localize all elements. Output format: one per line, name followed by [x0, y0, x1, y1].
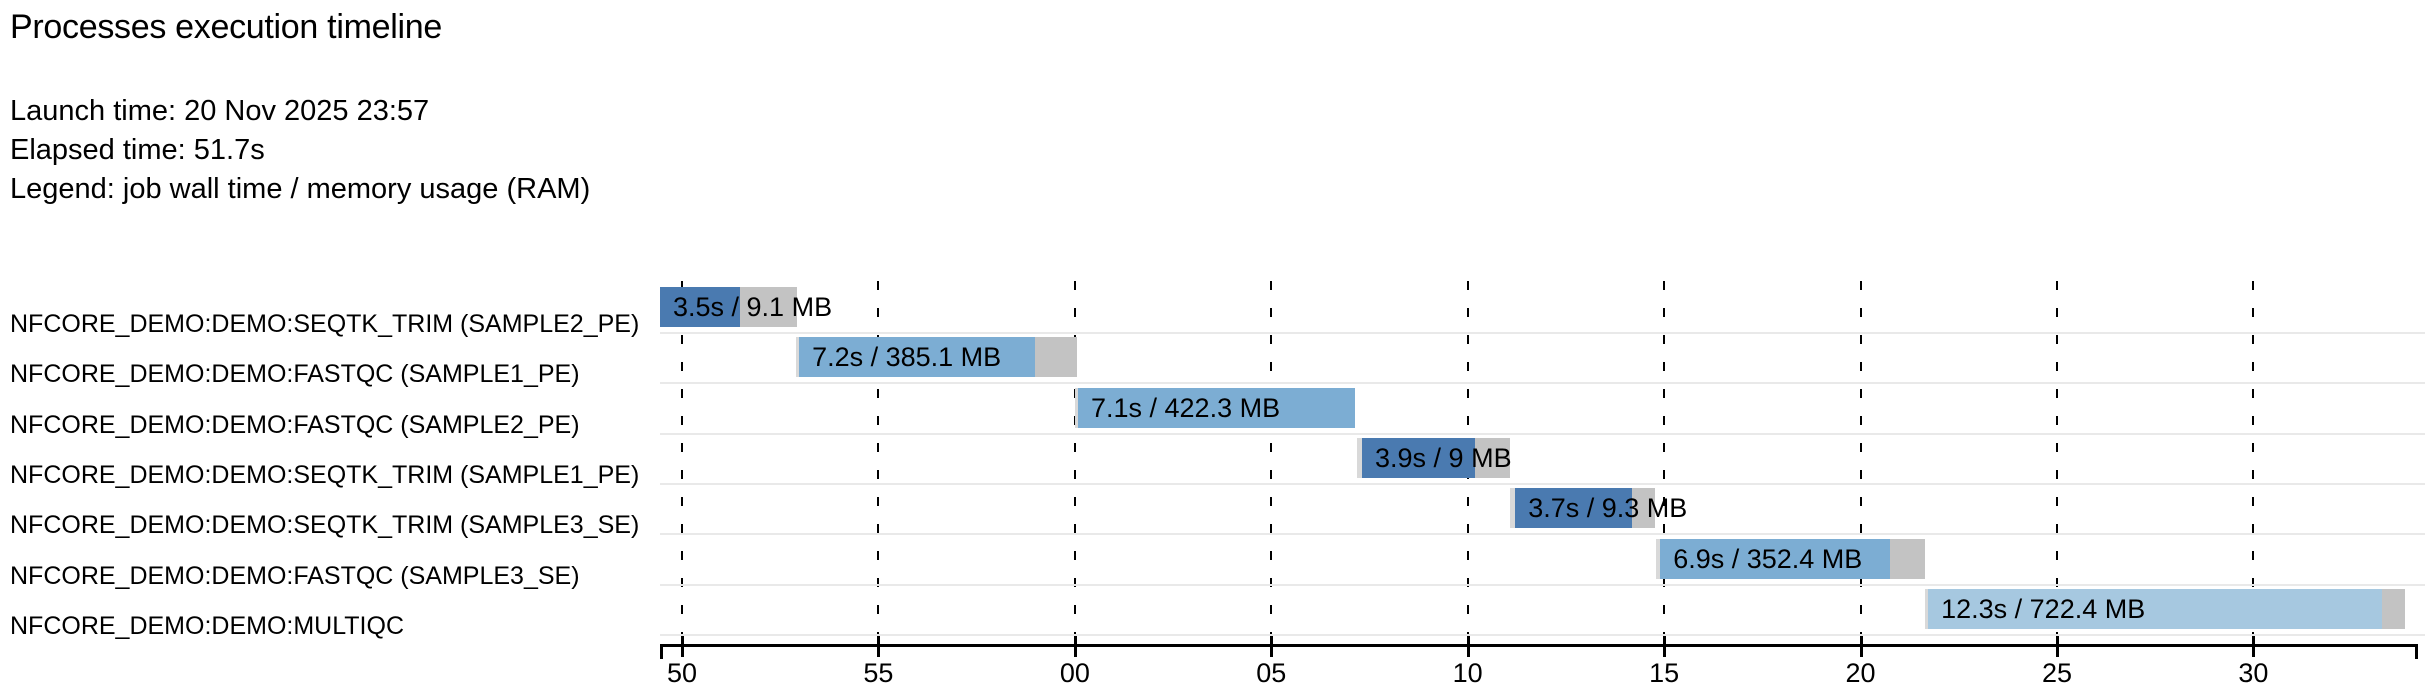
row-separator — [660, 432, 2425, 435]
task-bar-submit-segment — [1656, 538, 1661, 579]
gridline — [1663, 281, 1666, 644]
run-info-block: Launch time: 20 Nov 2025 23:57 Elapsed t… — [10, 92, 590, 209]
launch-time-text: Launch time: 20 Nov 2025 23:57 — [10, 95, 430, 127]
task-bar-memory-segment — [1632, 488, 1656, 529]
task-bar-submit-segment — [1510, 488, 1516, 529]
x-axis-tick — [680, 636, 684, 657]
task-bar-run-segment — [1362, 437, 1476, 478]
task-bar-run-segment — [1077, 387, 1355, 428]
x-axis-tick — [2252, 636, 2256, 657]
task-bar-run-segment — [660, 287, 741, 327]
row-separator — [660, 583, 2425, 586]
x-axis-tick — [877, 636, 881, 657]
x-axis-right-cap — [2415, 644, 2418, 659]
task-bar-label: 3.9s / 9 MB — [1375, 442, 1512, 473]
task-bar-run-segment — [799, 337, 1036, 378]
x-axis-tick — [1270, 636, 1274, 657]
x-axis-tick-label: 00 — [1059, 658, 1090, 688]
x-axis-tick — [1073, 636, 1077, 657]
process-row-label: NFCORE_DEMO:DEMO:MULTIQC — [10, 611, 404, 640]
task-bar-submit-segment — [1074, 387, 1078, 428]
task-bar-label: 6.9s / 352.4 MB — [1673, 543, 1863, 574]
task-bar-label: 12.3s / 722.4 MB — [1941, 593, 2146, 624]
x-axis-tick — [2055, 636, 2059, 657]
process-row-label: NFCORE_DEMO:DEMO:SEQTK_TRIM (SAMPLE1_PE) — [10, 460, 640, 489]
legend-text: Legend: job wall time / memory usage (RA… — [10, 173, 591, 205]
row-separator — [660, 633, 2425, 636]
gridline — [1270, 281, 1273, 644]
gridline — [2055, 281, 2058, 644]
x-axis-tick-label: 15 — [1649, 658, 1680, 688]
task-bar-run-segment — [1660, 538, 1890, 579]
process-row-label: NFCORE_DEMO:DEMO:SEQTK_TRIM (SAMPLE3_SE) — [10, 511, 640, 540]
gridline — [877, 281, 880, 644]
task-bar-run-segment — [1515, 488, 1633, 529]
task-bar-submit-segment — [1924, 588, 1929, 629]
x-axis-tick — [1663, 636, 1667, 657]
task-bar-label: 7.2s / 385.1 MB — [812, 342, 1002, 373]
x-axis-tick-label: 05 — [1256, 658, 1287, 688]
row-separator — [660, 332, 2425, 334]
task-bar-label: 3.7s / 9.3 MB — [1528, 493, 1688, 524]
x-axis-tick-label: 55 — [863, 658, 894, 688]
task-bar-memory-segment — [1475, 437, 1511, 478]
row-separator — [660, 533, 2425, 536]
x-axis-tick-label: 50 — [666, 658, 698, 688]
process-row-label: NFCORE_DEMO:DEMO:FASTQC (SAMPLE1_PE) — [10, 360, 580, 389]
row-separator — [660, 482, 2425, 485]
x-axis-tick-label: 20 — [1845, 658, 1876, 688]
x-axis-left-cap — [660, 644, 663, 659]
process-row-label: NFCORE_DEMO:DEMO:FASTQC (SAMPLE2_PE) — [10, 410, 580, 439]
row-separator — [660, 382, 2425, 385]
x-axis-tick — [1466, 636, 1470, 657]
process-row-label: NFCORE_DEMO:DEMO:SEQTK_TRIM (SAMPLE2_PE) — [10, 310, 640, 338]
gridline — [1859, 281, 1862, 644]
x-axis-tick — [1859, 636, 1863, 657]
task-bar-memory-segment — [1035, 337, 1078, 378]
task-bar-memory-segment — [740, 287, 798, 327]
x-axis-tick-label: 25 — [2041, 658, 2072, 688]
x-axis-tick-label: 30 — [2238, 658, 2269, 688]
elapsed-time-text: Elapsed time: 51.7s — [10, 134, 265, 166]
task-bar-memory-segment — [1890, 538, 1925, 579]
gridline — [1073, 281, 1076, 644]
task-bar-submit-segment — [795, 337, 800, 378]
gridline — [2252, 281, 2255, 644]
task-bar-memory-segment — [2382, 588, 2406, 629]
gridline — [680, 281, 683, 644]
x-axis-line — [660, 644, 2418, 647]
task-bar-submit-segment — [1356, 437, 1362, 478]
task-bar-label: 3.5s / 9.1 MB — [673, 292, 833, 322]
task-bar-label: 7.1s / 422.3 MB — [1090, 392, 1281, 423]
task-bar-run-segment — [1928, 588, 2383, 629]
page-title: Processes execution timeline — [10, 8, 442, 46]
process-row-label: NFCORE_DEMO:DEMO:FASTQC (SAMPLE3_SE) — [10, 561, 580, 590]
x-axis-tick-label: 10 — [1452, 658, 1483, 688]
